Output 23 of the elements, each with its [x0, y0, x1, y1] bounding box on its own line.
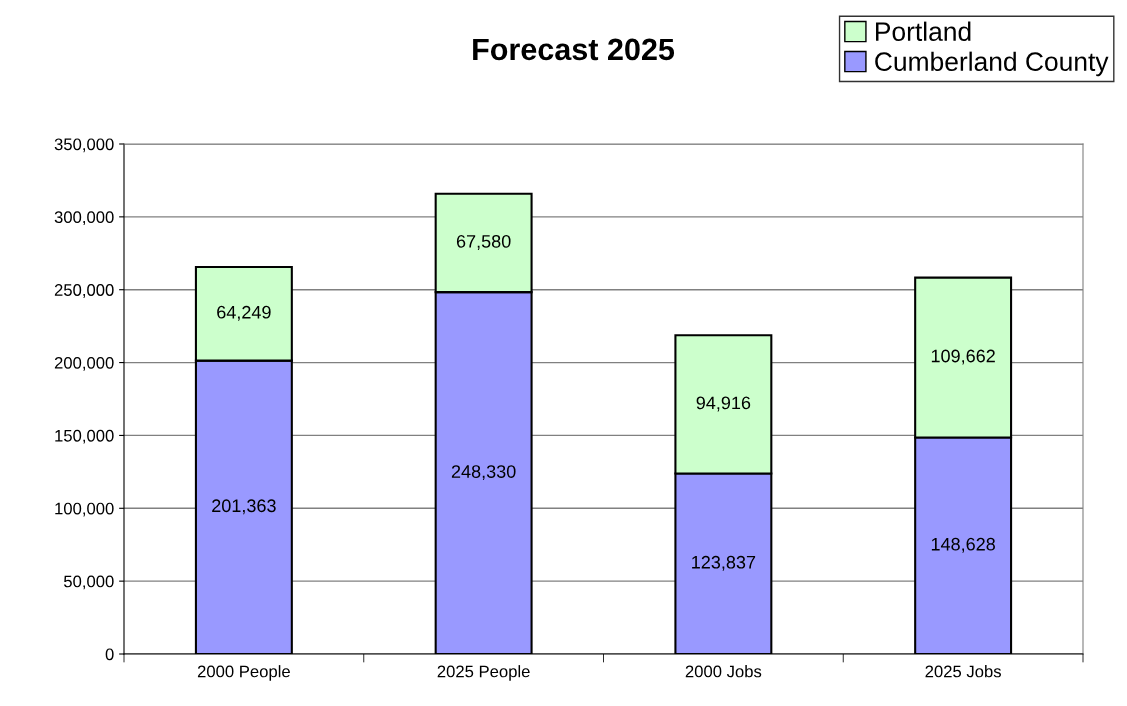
y-tick-label: 350,000: [54, 138, 114, 153]
y-tick-label: 150,000: [55, 429, 114, 444]
y-tick-label: 50,000: [63, 575, 114, 590]
y-tick-label: 250,000: [54, 284, 114, 298]
legend-label: Portland: [876, 21, 971, 41]
data-label: 148,628: [931, 537, 995, 553]
legend-label: Cumberland County: [875, 51, 1109, 77]
data-label: 67,580: [456, 234, 511, 250]
x-tick-label: 2025 Jobs: [925, 665, 1001, 678]
data-label: 248,330: [451, 465, 516, 481]
x-tick-label: 2000 People: [197, 665, 290, 681]
x-tick-label: 2000 Jobs: [685, 665, 762, 678]
x-tick-label: 2025 People: [437, 665, 530, 681]
data-label: 201,363: [212, 499, 276, 515]
data-label: 64,249: [217, 305, 271, 321]
y-tick-label: 300,000: [54, 211, 114, 226]
y-tick-label: 100,000: [55, 502, 114, 517]
data-label: 94,916: [696, 396, 751, 412]
y-tick-label: 200,000: [54, 356, 114, 371]
data-label: 123,837: [692, 555, 756, 571]
y-tick-label: 0: [105, 648, 114, 661]
chart-title: Forecast 2025: [473, 38, 675, 61]
data-label: 109,662: [931, 349, 995, 365]
